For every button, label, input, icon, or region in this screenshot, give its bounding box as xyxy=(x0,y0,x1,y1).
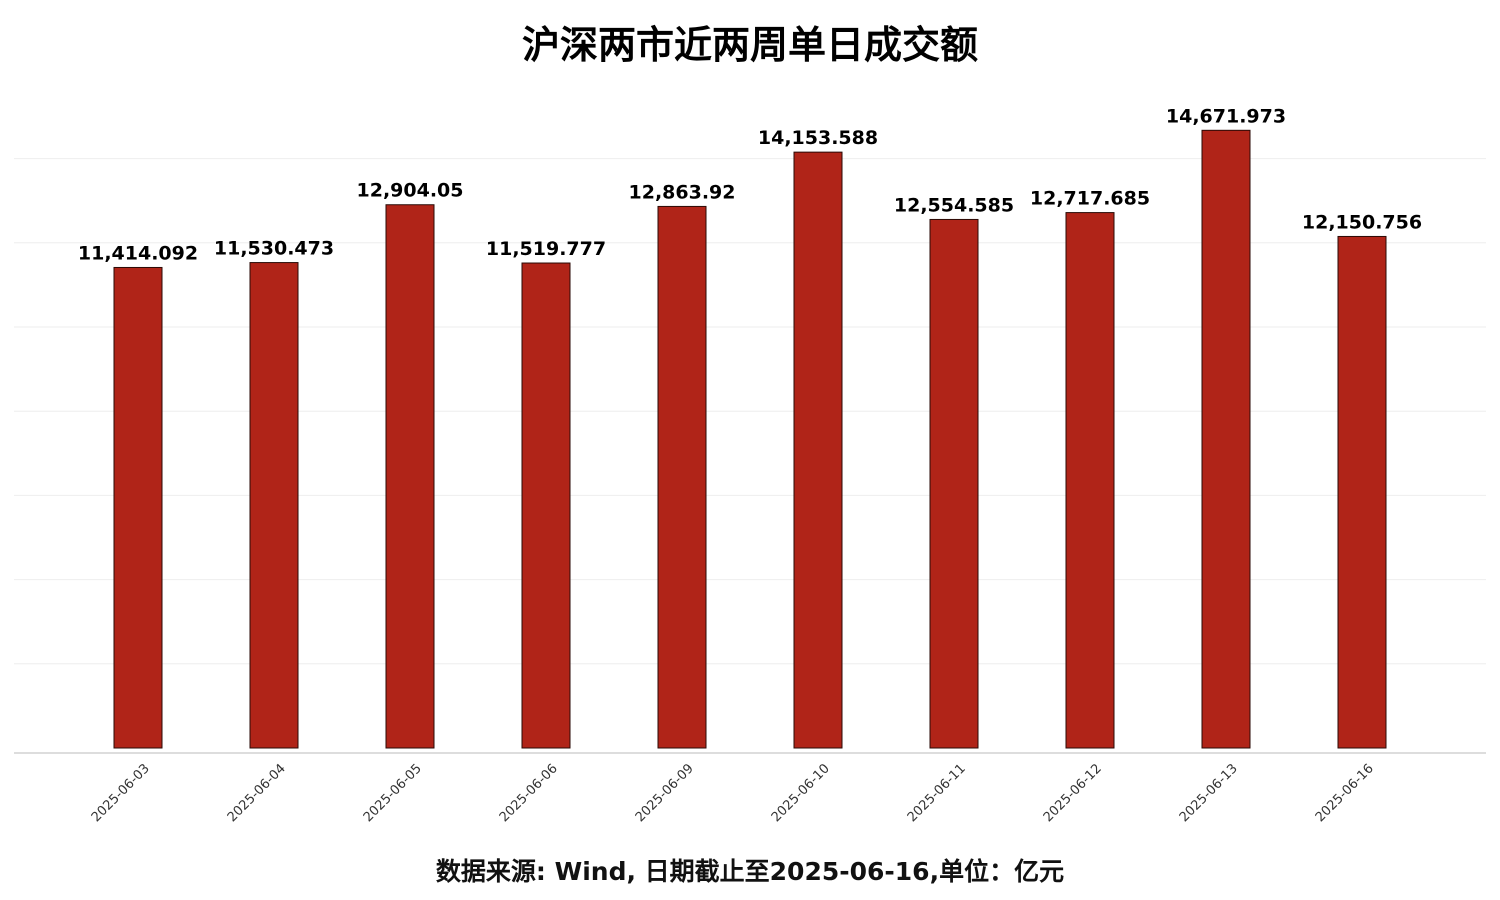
bar-2025-06-10 xyxy=(793,151,843,749)
x-tick-label-2025-06-13: 2025-06-13 xyxy=(1177,761,1241,825)
bar-2025-06-09 xyxy=(657,205,707,749)
value-label-2025-06-10: 14,153.588 xyxy=(758,127,878,149)
value-label-2025-06-16: 12,150.756 xyxy=(1302,211,1422,233)
x-tick-label-2025-06-12: 2025-06-12 xyxy=(1041,761,1105,825)
bar-2025-06-11 xyxy=(929,218,979,749)
bar-2025-06-16 xyxy=(1337,235,1387,749)
bar-2025-06-03 xyxy=(113,266,163,749)
value-label-2025-06-11: 12,554.585 xyxy=(894,194,1014,216)
x-tick-label-2025-06-04: 2025-06-04 xyxy=(225,761,289,825)
x-tick-label-2025-06-11: 2025-06-11 xyxy=(905,761,969,825)
x-tick-label-2025-06-03: 2025-06-03 xyxy=(89,761,153,825)
bar-2025-06-05 xyxy=(385,204,435,749)
bar-2025-06-13 xyxy=(1201,129,1251,749)
value-label-2025-06-05: 12,904.05 xyxy=(357,180,464,202)
value-label-2025-06-13: 14,671.973 xyxy=(1166,105,1286,127)
chart-footer-source: 数据来源: Wind, 日期截止至2025-06-16,单位：亿元 xyxy=(435,857,1065,886)
x-tick-label-2025-06-10: 2025-06-10 xyxy=(769,761,833,825)
grid-lines xyxy=(14,158,1486,665)
value-label-2025-06-06: 11,519.777 xyxy=(486,238,606,260)
chart-title: 沪深两市近两周单日成交额 xyxy=(521,23,978,67)
x-tick-label-2025-06-05: 2025-06-05 xyxy=(361,761,425,825)
value-label-2025-06-04: 11,530.473 xyxy=(214,238,334,260)
x-axis-tick-labels: 2025-06-03 2025-06-04 2025-06-05 2025-06-06… xyxy=(89,761,1377,825)
x-tick-label-2025-06-09: 2025-06-09 xyxy=(633,761,697,825)
value-label-2025-06-09: 12,863.92 xyxy=(629,181,736,203)
value-labels: 11,414.092 11,530.473 12,904.05 11,519.777 1… xyxy=(78,105,1422,264)
x-tick-label-2025-06-06: 2025-06-06 xyxy=(497,761,561,825)
value-label-2025-06-03: 11,414.092 xyxy=(78,242,198,264)
bar-2025-06-04 xyxy=(249,262,299,749)
value-label-2025-06-12: 12,717.685 xyxy=(1030,188,1150,210)
bar-2025-06-06 xyxy=(521,262,571,749)
bar-series xyxy=(113,129,1387,749)
x-tick-label-2025-06-16: 2025-06-16 xyxy=(1313,761,1377,825)
bar-2025-06-12 xyxy=(1065,212,1115,749)
